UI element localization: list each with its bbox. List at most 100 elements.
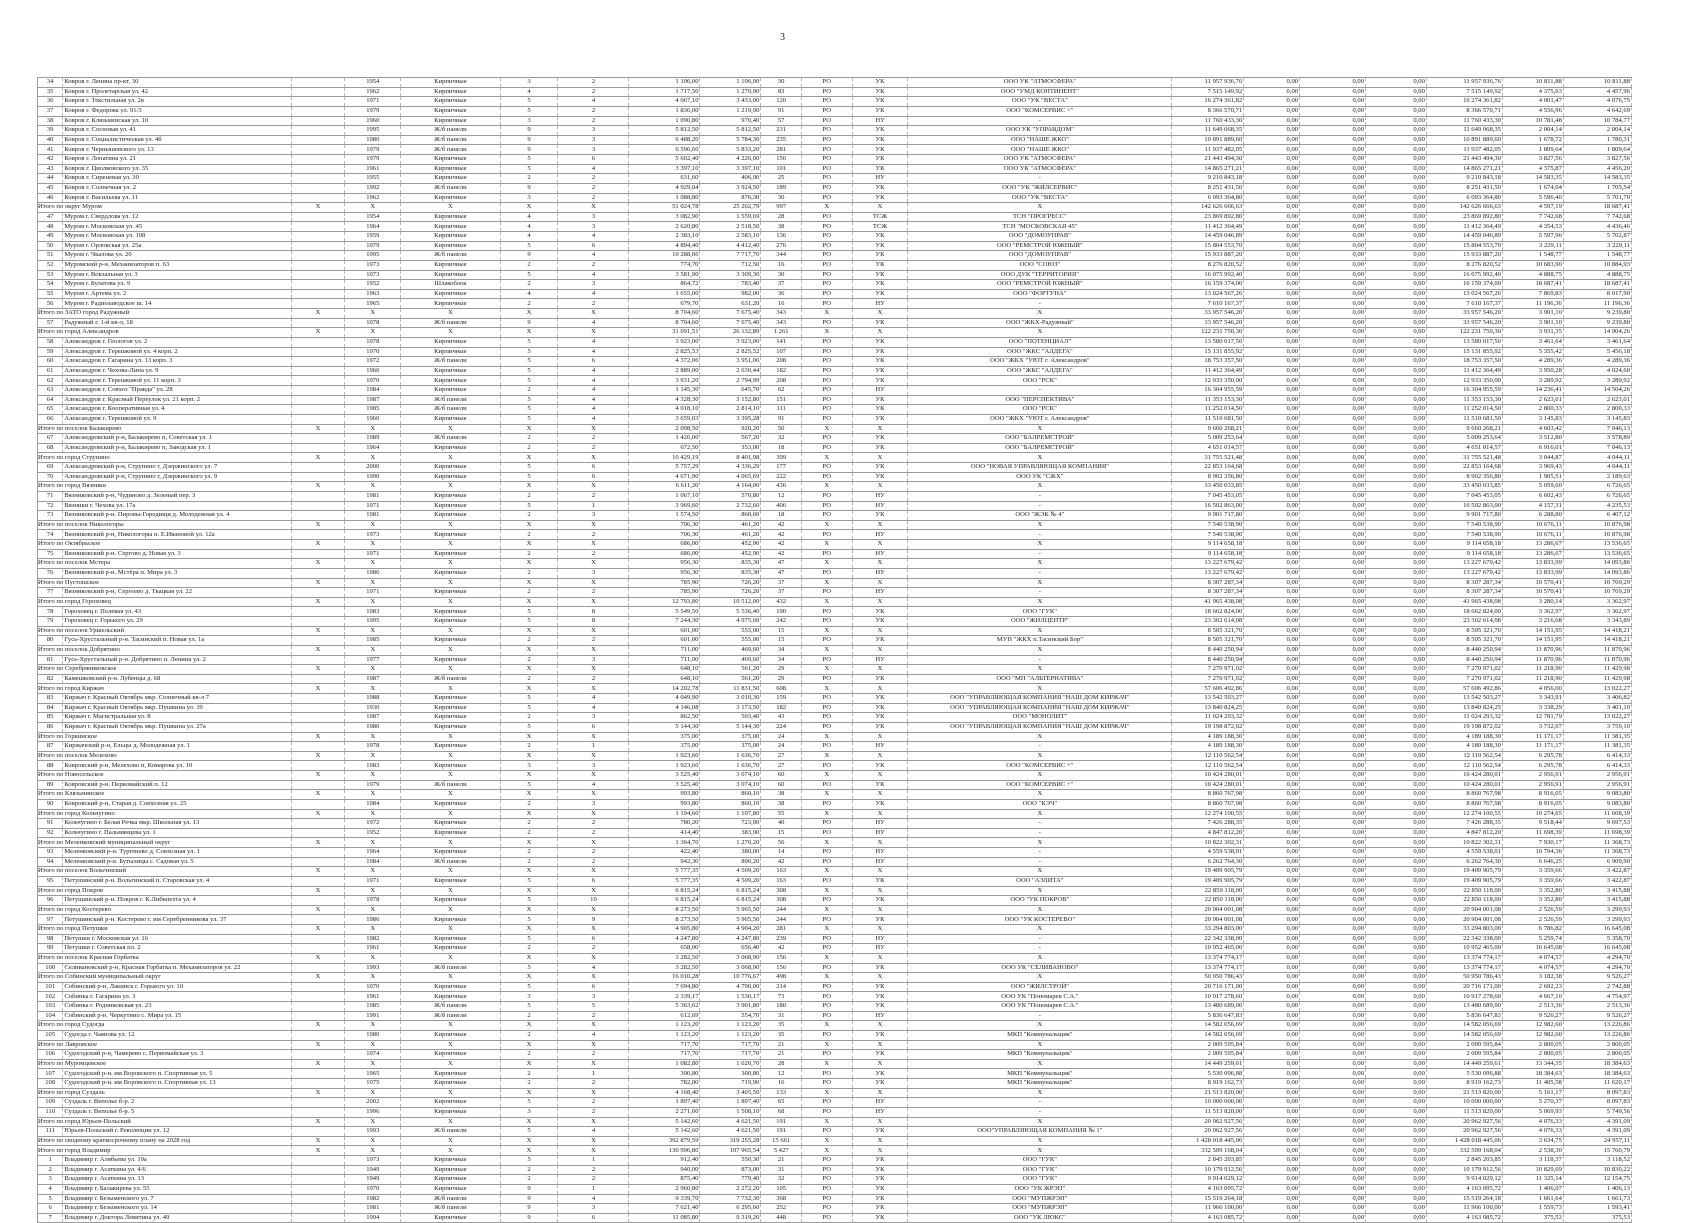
cost-col-1: 0,00 — [1243, 741, 1301, 752]
management-company: ООО УК "АТМОСФЕРА" — [907, 164, 1173, 175]
subtotal-mark: X — [291, 683, 346, 694]
fund-method: X — [801, 539, 853, 550]
management-type: НУ — [852, 857, 909, 868]
entrances: 3 — [557, 568, 630, 579]
fund-method: X — [801, 327, 853, 338]
entrances: 3 — [557, 279, 630, 290]
cost-col-1: 0,00 — [1243, 943, 1301, 954]
entrances: X — [557, 1136, 630, 1147]
total-cost: 7 515 149,92 — [1426, 87, 1503, 98]
table-row: 76 Вязниковский р-н. Мстёра п. Мира ул. 3… — [36, 568, 1633, 579]
fund-method: РО — [801, 279, 853, 290]
management-company: ООО "МУПЖРЭП" — [907, 1194, 1173, 1205]
total-area: 648,10 — [628, 674, 701, 685]
cost-col-2: 0,00 — [1299, 837, 1367, 848]
fund-method: X — [801, 770, 853, 781]
year-built: 1973 — [344, 529, 402, 540]
max-unit-cost: 11 368,73 — [1563, 837, 1633, 848]
floors: 5 — [500, 703, 559, 714]
repair-cost: 8 860 767,98 — [1171, 789, 1245, 800]
cost-col-2: 0,00 — [1299, 289, 1367, 300]
subtotal-row: Итого по поселок Вольгинский X X X X X 5 777,3… — [37, 866, 1633, 877]
cost-col-2: 0,00 — [1299, 664, 1367, 675]
residents: 105 — [760, 1184, 802, 1195]
management-company: X — [907, 953, 1173, 964]
cost-col-2: 0,00 — [1299, 655, 1367, 666]
fund-method: X — [801, 837, 853, 848]
residents: 399 — [760, 452, 802, 463]
address: Ковровский р-н. Первомайский п. 12 — [62, 780, 292, 791]
total-area: 912,40 — [628, 1155, 701, 1166]
cost-col-3: 0,00 — [1365, 164, 1427, 175]
unit-cost: 2 004,14 — [1502, 125, 1564, 136]
total-area: 6 488,20 — [628, 135, 701, 146]
subtotal-label: Итого по сводному краткосрочному плану н… — [37, 1136, 292, 1147]
fund-method: РО — [801, 1126, 853, 1137]
year-built: 1977 — [344, 655, 402, 666]
table-row: 78 Гороховец г. Полевая ул. 43 1983 Кирпичн… — [36, 606, 1633, 617]
residents: 29 — [760, 664, 802, 675]
total-cost: 4 651 014,57 — [1426, 443, 1503, 454]
management-type: УК — [852, 780, 909, 791]
floors: X — [500, 664, 559, 675]
management-type: УК — [852, 1049, 909, 1060]
floors: X — [500, 202, 559, 213]
fund-method: X — [801, 1117, 853, 1128]
unit-cost: 4 375,87 — [1502, 164, 1564, 175]
row-number: 79 — [36, 616, 64, 627]
management-company: X — [907, 1145, 1173, 1156]
cost-col-1: 0,00 — [1243, 934, 1301, 945]
entrances: 6 — [557, 982, 630, 993]
repair-cost: 22 342 338,00 — [1171, 934, 1245, 945]
table-row: 77 Вязниковский р-н, Сергеево д. Ткацкая … — [36, 587, 1633, 598]
entrances: 4 — [557, 375, 630, 386]
year-built: 1989 — [344, 433, 402, 444]
cost-col-2: 0,00 — [1299, 703, 1367, 714]
management-company: X — [907, 1136, 1173, 1147]
address: Муром г. Свердлова ул. 12 — [62, 212, 292, 223]
year-built: 1963 — [344, 289, 402, 300]
total-cost: 11 966 100,00 — [1426, 1203, 1503, 1214]
residents: 38 — [760, 221, 802, 232]
cost-col-1: 0,00 — [1243, 347, 1301, 358]
management-company: X — [907, 327, 1173, 338]
subtotal-mark — [291, 674, 346, 685]
subtotal-label: Итого по город Покров — [37, 886, 292, 897]
cost-col-1: 0,00 — [1243, 385, 1301, 396]
row-number: 94 — [36, 857, 64, 868]
subtotal-mark: X — [291, 664, 346, 675]
year-built: X — [344, 789, 402, 800]
cost-col-2: 0,00 — [1299, 375, 1367, 386]
residents: 32 — [760, 433, 802, 444]
management-company: - — [907, 501, 1173, 512]
entrances: X — [557, 202, 630, 213]
residents: 163 — [760, 866, 802, 877]
subtotal-mark — [291, 895, 346, 906]
max-unit-cost: 3 759,10 — [1563, 722, 1633, 733]
living-area: 6 815,24 — [699, 886, 762, 897]
subtotal-mark: X — [291, 866, 346, 877]
subtotal-mark — [291, 106, 346, 117]
floors: 5 — [500, 1126, 559, 1137]
management-type: X — [852, 308, 909, 319]
cost-col-3: 0,00 — [1365, 395, 1427, 406]
table-row: 110 Суздаль г. Веполье б-р. 5 1996 Кирпичны… — [36, 1107, 1633, 1118]
year-built: X — [344, 837, 402, 848]
fund-method: РО — [801, 655, 853, 666]
fund-method: РО — [801, 1107, 853, 1118]
floors: 2 — [500, 529, 559, 540]
year-built: X — [344, 770, 402, 781]
management-company: - — [907, 655, 1173, 666]
max-unit-cost: 5 702,87 — [1563, 231, 1633, 242]
living-area: 3 173,50 — [699, 703, 762, 714]
management-type: X — [852, 924, 909, 935]
repair-cost: 8 505 321,70 — [1171, 626, 1245, 637]
living-area: 9 319,20 — [699, 1213, 762, 1223]
repair-cost: 41 965 438,08 — [1171, 597, 1245, 608]
cost-col-3: 0,00 — [1365, 1136, 1427, 1147]
entrances: X — [557, 1020, 630, 1031]
year-built: 1979 — [344, 144, 402, 155]
management-type: УК — [852, 1184, 909, 1195]
living-area: 1 270,90 — [699, 87, 762, 98]
subtotal-mark — [291, 270, 346, 281]
